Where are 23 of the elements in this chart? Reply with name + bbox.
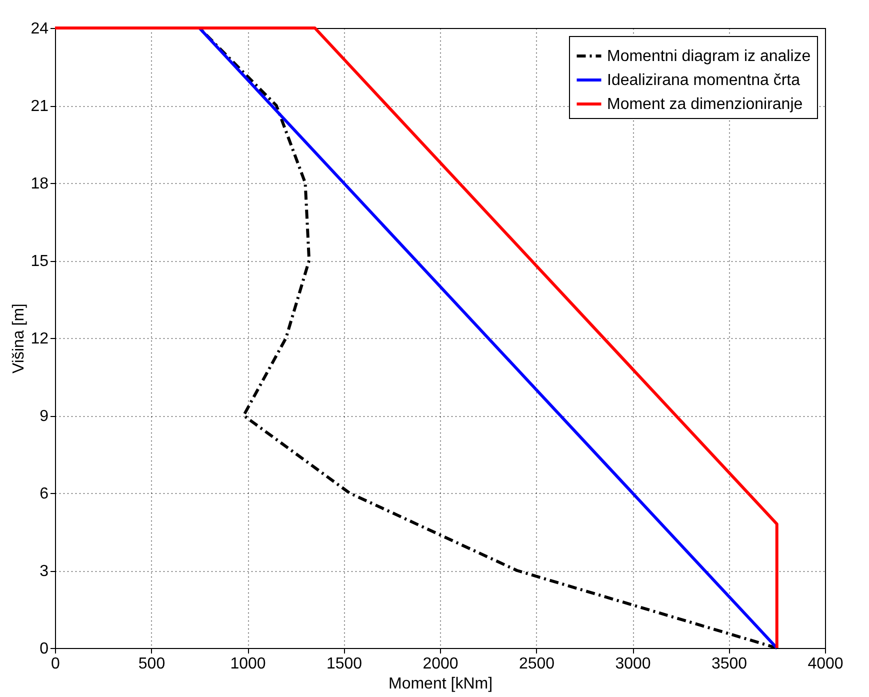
- legend-label: Moment za dimenzioniranje: [607, 96, 803, 113]
- y-tick-label: 12: [30, 330, 49, 348]
- y-axis-title: Višina [m]: [10, 304, 28, 374]
- x-tick-label: 0: [51, 656, 60, 672]
- y-tick-label: 3: [40, 563, 49, 580]
- x-axis-title: Moment [kNm]: [388, 676, 493, 692]
- legend-label: Idealizirana momentna črta: [607, 72, 800, 89]
- y-tick-label: 6: [40, 486, 49, 502]
- y-tick-label: 21: [30, 98, 49, 115]
- x-tick-label: 2500: [518, 656, 555, 672]
- y-tick-label: 9: [40, 408, 49, 425]
- x-tick-label: 3500: [711, 656, 748, 672]
- x-tick-label: 2000: [422, 656, 458, 672]
- x-tick-label: 3000: [615, 656, 651, 672]
- y-tick-label: 0: [40, 640, 49, 658]
- x-tick-label: 500: [138, 656, 166, 672]
- y-tick-label: 24: [30, 20, 49, 38]
- x-tick-label: 1000: [230, 656, 266, 672]
- x-tick-label: 1500: [326, 656, 362, 672]
- x-tick-label: 4000: [808, 656, 844, 672]
- legend-label: Momentni diagram iz analize: [607, 48, 811, 65]
- y-tick-label: 18: [30, 176, 49, 192]
- y-tick-label: 15: [30, 253, 49, 270]
